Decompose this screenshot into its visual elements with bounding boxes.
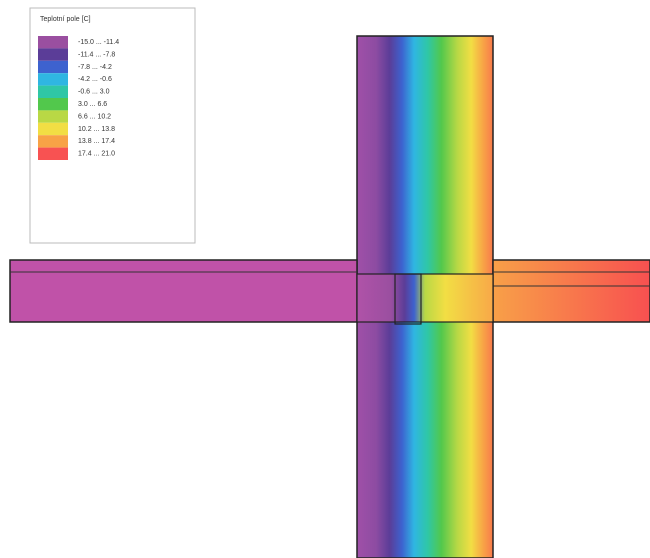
legend-swatch	[38, 61, 68, 73]
slab-left	[10, 260, 357, 322]
legend-label: -4.2 ... -0.6	[78, 76, 112, 83]
legend-label: 13.8 ... 17.4	[78, 138, 115, 145]
screenshot: Teplotní pole [C] -15.0 ... -11.4 -11.4 .…	[0, 0, 650, 558]
legend-swatch	[38, 48, 68, 60]
slab-right	[493, 260, 650, 322]
legend-label: 3.0 ... 6.6	[78, 101, 107, 108]
legend-swatch	[38, 36, 68, 48]
legend-swatch	[38, 73, 68, 85]
legend-swatch	[38, 86, 68, 98]
legend-label: -15.0 ... -11.4	[78, 39, 119, 46]
legend-swatch	[38, 135, 68, 147]
legend-label: 10.2 ... 13.8	[78, 126, 115, 133]
slab-joint	[357, 274, 493, 322]
legend-label: -0.6 ... 3.0	[78, 89, 110, 96]
legend-swatch	[38, 123, 68, 135]
legend-swatch	[38, 148, 68, 160]
legend-label: 6.6 ... 10.2	[78, 113, 111, 120]
legend-label: 17.4 ... 21.0	[78, 151, 115, 158]
legend-label: -11.4 ... -7.8	[78, 51, 115, 58]
legend-swatch	[38, 110, 68, 122]
legend-swatch	[38, 98, 68, 110]
legend-title: Teplotní pole [C]	[40, 16, 91, 23]
legend-label: -7.8 ... -4.2	[78, 64, 112, 71]
